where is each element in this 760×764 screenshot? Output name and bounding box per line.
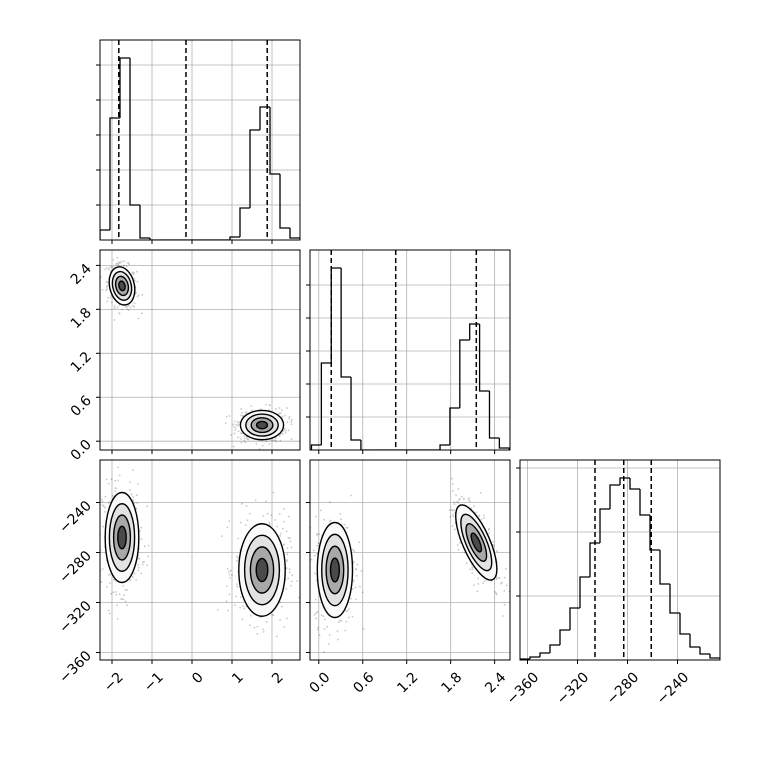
histogram-bin bbox=[340, 268, 352, 378]
x-tick-label: −360 bbox=[504, 669, 543, 708]
panel bbox=[96, 39, 301, 244]
density-contour bbox=[329, 557, 341, 583]
x-tick-label: −1 bbox=[141, 669, 167, 695]
x-tick-label: 1.8 bbox=[438, 669, 465, 696]
histogram-bin bbox=[589, 542, 600, 577]
y-tick-label: 1.2 bbox=[68, 349, 95, 376]
histogram-bin bbox=[109, 117, 120, 230]
histogram-bin bbox=[139, 205, 150, 239]
histogram-bin bbox=[239, 207, 250, 237]
histogram-bin bbox=[520, 658, 530, 660]
y-tick-label: 2.4 bbox=[68, 261, 95, 288]
histogram-bin bbox=[350, 377, 361, 441]
x-tick-label: −2 bbox=[101, 669, 127, 695]
histogram-bin bbox=[249, 129, 260, 208]
histogram-bin bbox=[229, 236, 240, 240]
histogram-bin bbox=[599, 508, 610, 543]
histogram-bin bbox=[439, 444, 450, 450]
panel: 0.0 0.6 1.2 1.8 2.4 bbox=[68, 249, 301, 464]
y-tick-label: 0.6 bbox=[68, 393, 95, 420]
histogram-bin bbox=[569, 607, 580, 630]
histogram-bin bbox=[469, 323, 480, 340]
histogram-bin bbox=[459, 339, 470, 408]
x-tick-label: −240 bbox=[654, 669, 693, 708]
x-tick-label: 0 bbox=[189, 669, 207, 687]
histogram-bin bbox=[689, 634, 700, 648]
plot-area bbox=[310, 250, 510, 450]
density-contour bbox=[255, 420, 269, 430]
panel: 0.0 0.6 1.2 1.8 2.4 bbox=[306, 459, 511, 696]
histogram-bin bbox=[149, 238, 160, 240]
histogram-bin bbox=[529, 656, 540, 659]
histogram-bin bbox=[549, 644, 560, 653]
x-tick-label: 0.0 bbox=[306, 669, 333, 696]
axes-frame bbox=[99, 249, 301, 451]
histogram-bin bbox=[669, 584, 680, 614]
y-tick-label: 1.8 bbox=[68, 305, 95, 332]
histogram-bin bbox=[330, 267, 342, 363]
histogram-bin bbox=[539, 652, 550, 657]
histogram-bin bbox=[639, 489, 650, 516]
histogram-bin bbox=[310, 444, 322, 450]
histogram-bin bbox=[289, 228, 300, 240]
histogram-bin bbox=[360, 440, 371, 450]
x-tick-label: −320 bbox=[554, 669, 593, 708]
histogram-bin bbox=[129, 58, 140, 206]
histogram-bin bbox=[649, 515, 660, 551]
x-tick-label: 1.2 bbox=[394, 669, 421, 696]
y-tick-label: 0.0 bbox=[68, 437, 95, 464]
histogram-bin bbox=[269, 107, 280, 175]
axes-frame bbox=[99, 459, 301, 661]
histogram-bin bbox=[629, 478, 640, 490]
x-tick-label: 1 bbox=[229, 669, 247, 687]
histogram-bin bbox=[619, 477, 630, 485]
histogram-bin bbox=[709, 654, 720, 660]
x-tick-label: 2.4 bbox=[482, 669, 509, 696]
x-tick-label: 2 bbox=[269, 669, 287, 687]
y-tick-label: −360 bbox=[56, 648, 95, 687]
histogram-bin bbox=[699, 647, 710, 655]
histogram-bin bbox=[259, 106, 270, 130]
histogram-bin bbox=[559, 629, 570, 645]
plot-area bbox=[520, 460, 720, 660]
histogram-bin bbox=[320, 362, 332, 445]
panel bbox=[306, 249, 511, 454]
plot-area bbox=[100, 40, 300, 240]
histogram-bin bbox=[100, 229, 110, 240]
histogram-bin bbox=[498, 438, 510, 450]
axes-frame bbox=[99, 39, 301, 241]
density-contour bbox=[117, 525, 127, 550]
y-tick-label: −280 bbox=[56, 548, 95, 587]
histogram-bin bbox=[679, 613, 690, 635]
panel: −360 −320 −280 −240 bbox=[504, 459, 721, 708]
y-tick-label: −240 bbox=[56, 498, 95, 537]
histogram-bin bbox=[119, 57, 130, 118]
plot-area bbox=[310, 460, 510, 660]
axes-frame bbox=[519, 459, 721, 661]
histogram-bin bbox=[478, 324, 490, 392]
histogram-bin bbox=[609, 484, 620, 509]
histogram-bin bbox=[488, 391, 500, 439]
plot-area bbox=[100, 460, 300, 660]
density-contour bbox=[118, 280, 126, 292]
histogram-bin bbox=[279, 174, 290, 229]
plot-area bbox=[100, 250, 300, 450]
histogram-bin bbox=[449, 407, 460, 445]
axes-frame bbox=[309, 249, 511, 451]
y-tick-label: −320 bbox=[56, 598, 95, 637]
histogram-bin bbox=[579, 576, 590, 608]
axes-frame bbox=[309, 459, 511, 661]
histogram-bin bbox=[659, 550, 670, 585]
panel: −2 −1 0 1 2 −360 −320 −280 −240 bbox=[56, 459, 301, 695]
density-contour bbox=[470, 532, 483, 553]
density-contour bbox=[255, 557, 269, 583]
x-tick-label: −280 bbox=[604, 669, 643, 708]
x-tick-label: 0.6 bbox=[350, 669, 377, 696]
